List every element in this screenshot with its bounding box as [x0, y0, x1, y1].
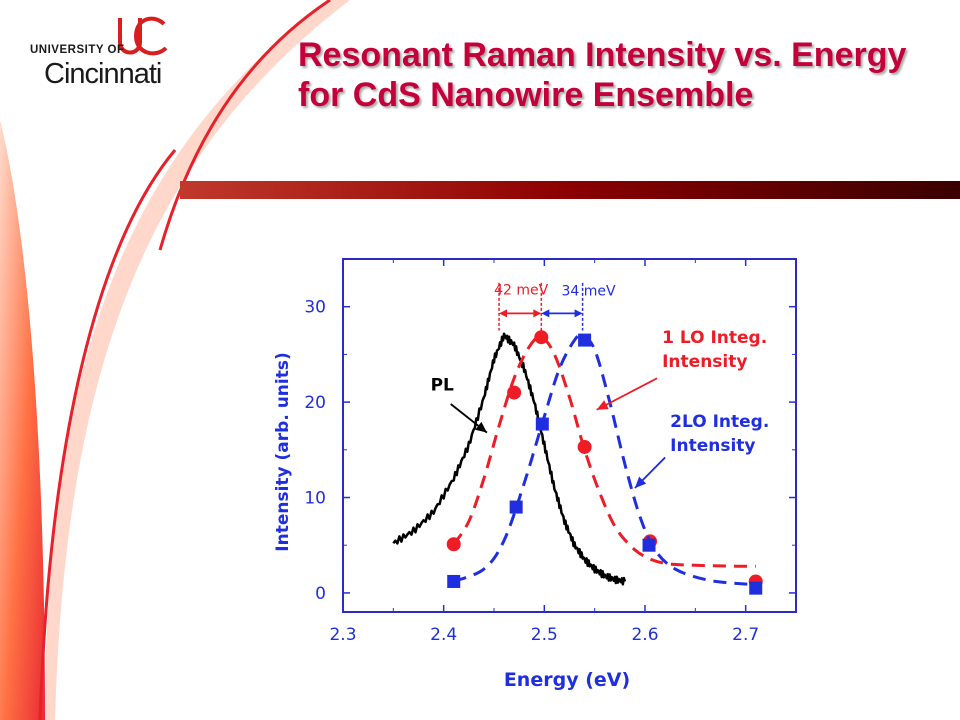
series	[392, 330, 763, 595]
x-tick-label: 2.7	[732, 625, 759, 645]
lo2-data-point	[642, 538, 656, 552]
y-axis-label: Intensity (arb. units)	[273, 352, 293, 551]
annotation-text: 2LO Integ.	[670, 412, 769, 432]
uc-monogram-icon	[118, 16, 168, 56]
lo1-data-point	[534, 330, 549, 345]
lo2-data-point	[578, 333, 592, 347]
x-tick-label: 2.5	[531, 625, 558, 645]
lo2-fit-curve	[453, 333, 756, 586]
x-tick-label: 2.3	[329, 625, 356, 645]
x-axis-label: Energy (eV)	[504, 669, 630, 691]
lo1-fit-curve	[452, 335, 756, 568]
y-tick-label: 20	[304, 393, 326, 413]
lo1-pointer-arrow-head	[596, 400, 609, 410]
annotation-text: Intensity	[662, 352, 747, 372]
x-tick-label: 2.6	[631, 625, 658, 645]
lo2-data-point	[447, 574, 461, 588]
annotation-text: PL	[431, 376, 454, 396]
lo2-data-point	[535, 417, 549, 431]
pl-curve	[392, 332, 627, 586]
y-tick-label: 10	[304, 489, 326, 509]
slide-title: Resonant Raman Intensity vs. Energy for …	[298, 36, 907, 114]
delta-34mev-arrow-head-right	[574, 309, 583, 318]
logo-line1: UNIVERSITY OF	[30, 44, 125, 56]
delta-34mev-arrow-head-left	[541, 309, 550, 318]
pl-pointer-arrow-head	[475, 421, 487, 433]
y-tick-label: 0	[315, 584, 326, 604]
annotation-text: 34 meV	[561, 283, 616, 299]
lo2-data-point	[749, 581, 763, 595]
plot-frame	[342, 258, 797, 613]
lo1-data-point	[446, 537, 461, 552]
annotation-text: 1 LO Integ.	[662, 328, 767, 348]
lo1-data-point	[507, 385, 522, 400]
lo1-data-point	[577, 439, 592, 454]
delta-42mev-arrow-head-left	[499, 309, 508, 318]
lo2-pointer-arrow-head	[634, 476, 647, 488]
annotation-text: 42 meV	[494, 282, 549, 298]
university-logo: UNIVERSITY OF Cincinnati	[24, 14, 194, 94]
delta-42mev-arrow-head-right	[533, 309, 542, 318]
annotations: PL 1 LO Integ. Intensity 2LO Integ. Intensit…	[431, 282, 769, 489]
y-tick-label: 30	[304, 298, 326, 318]
logo-line2: Cincinnati	[44, 58, 162, 90]
axes: 2.3 2.4 2.5 2.6 2.7 0 10 20 30	[304, 259, 796, 645]
lo1-pointer-arrow	[596, 377, 658, 411]
lo2-data-point	[509, 500, 523, 514]
x-tick-label: 2.4	[430, 625, 457, 645]
annotation-text: Intensity	[670, 436, 755, 456]
title-rule	[180, 181, 960, 199]
